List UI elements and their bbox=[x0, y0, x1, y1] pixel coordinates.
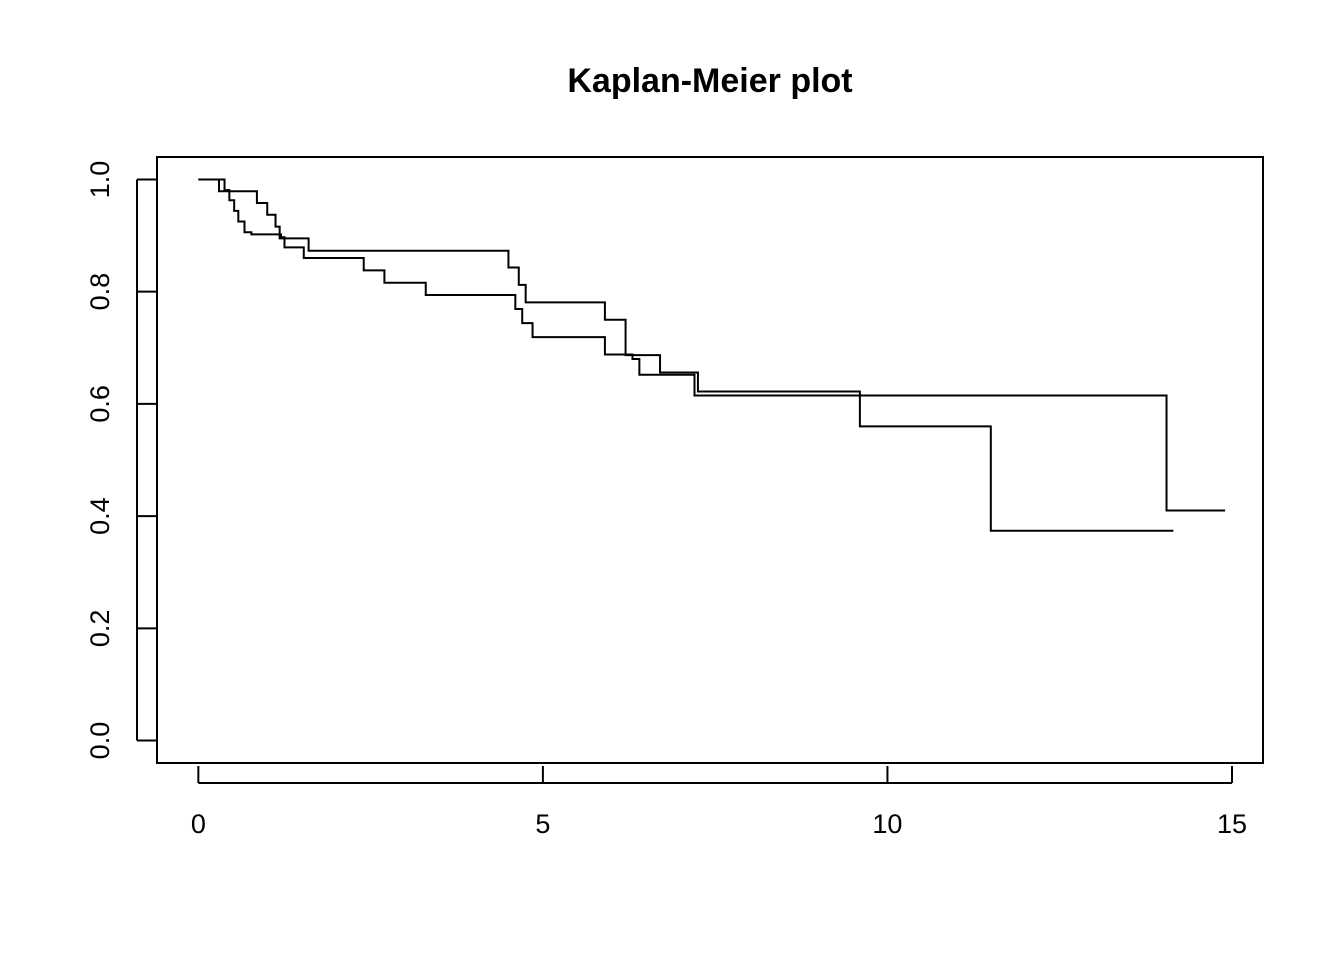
y-tick-label: 1.0 bbox=[85, 161, 115, 199]
y-tick-label: 0.2 bbox=[85, 610, 115, 648]
y-axis: 0.0 0.2 0.4 0.6 0.8 1.0 bbox=[85, 161, 157, 760]
x-tick-label: 15 bbox=[1217, 809, 1247, 839]
chart-title: Kaplan-Meier plot bbox=[567, 62, 852, 100]
plot-frame bbox=[156, 156, 1264, 764]
y-tick-label: 0.0 bbox=[85, 722, 115, 760]
x-tick-label: 5 bbox=[535, 809, 550, 839]
x-tick-label: 0 bbox=[191, 809, 206, 839]
y-tick-label: 0.6 bbox=[85, 385, 115, 423]
x-axis: 0 5 10 15 bbox=[191, 766, 1247, 839]
survival-curve-2 bbox=[198, 178, 1226, 512]
survival-curve-1 bbox=[198, 178, 1174, 532]
x-tick-label: 10 bbox=[872, 809, 902, 839]
series-layer bbox=[198, 178, 1226, 532]
y-tick-label: 0.8 bbox=[85, 273, 115, 311]
y-tick-label: 0.4 bbox=[85, 497, 115, 535]
